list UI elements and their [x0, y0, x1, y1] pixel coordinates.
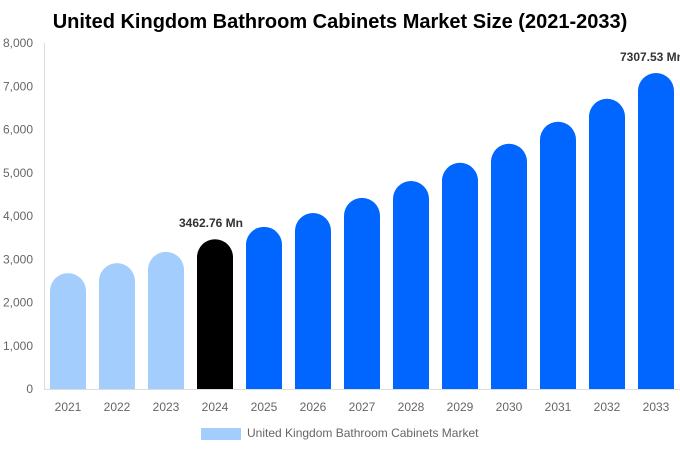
y-tick-label: 5,000 [3, 166, 33, 180]
x-tick-label: 2025 [251, 400, 278, 414]
x-tick-label: 2028 [398, 400, 425, 414]
x-tick-label: 2029 [447, 400, 474, 414]
x-tick-label: 2022 [104, 400, 131, 414]
legend[interactable]: United Kingdom Bathroom Cabinets Market [201, 426, 479, 440]
bar-2026[interactable] [295, 212, 331, 389]
chart-title: United Kingdom Bathroom Cabinets Market … [53, 11, 628, 33]
bar-2029[interactable] [442, 162, 478, 389]
x-tick-label: 2021 [55, 400, 82, 414]
y-tick-label: 7,000 [3, 79, 33, 93]
x-tick-label: 2030 [496, 400, 523, 414]
bar-2030[interactable] [491, 143, 527, 389]
x-tick-label: 2031 [545, 400, 572, 414]
bar-2032[interactable] [589, 98, 625, 389]
y-tick-label: 3,000 [3, 252, 33, 266]
data-label-2033: 7307.53 Mn [620, 50, 680, 64]
y-tick-label: 2,000 [3, 296, 33, 310]
bar-2022[interactable] [99, 263, 135, 389]
y-tick-label: 8,000 [3, 36, 33, 50]
x-tick-label: 2026 [300, 400, 327, 414]
x-tick-label: 2023 [153, 400, 180, 414]
bar-2025[interactable] [246, 226, 282, 389]
legend-label: United Kingdom Bathroom Cabinets Market [247, 426, 479, 440]
bar-2024[interactable] [197, 239, 233, 389]
bar-2021[interactable] [50, 273, 86, 389]
x-tick-label: 2032 [594, 400, 621, 414]
y-tick-label: 6,000 [3, 123, 33, 137]
bar-2028[interactable] [393, 180, 429, 389]
legend-swatch [201, 428, 241, 440]
y-tick-label: 4,000 [3, 209, 33, 223]
y-tick-label: 1,000 [3, 339, 33, 353]
bar-2027[interactable] [344, 197, 380, 389]
x-tick-label: 2033 [643, 400, 670, 414]
bar-2033[interactable] [638, 72, 674, 389]
bar-2023[interactable] [148, 251, 184, 389]
y-tick-label: 0 [26, 382, 33, 396]
bar-2031[interactable] [540, 121, 576, 389]
data-label-2024: 3462.76 Mn [179, 216, 243, 230]
x-tick-label: 2024 [202, 400, 229, 414]
x-tick-label: 2027 [349, 400, 376, 414]
